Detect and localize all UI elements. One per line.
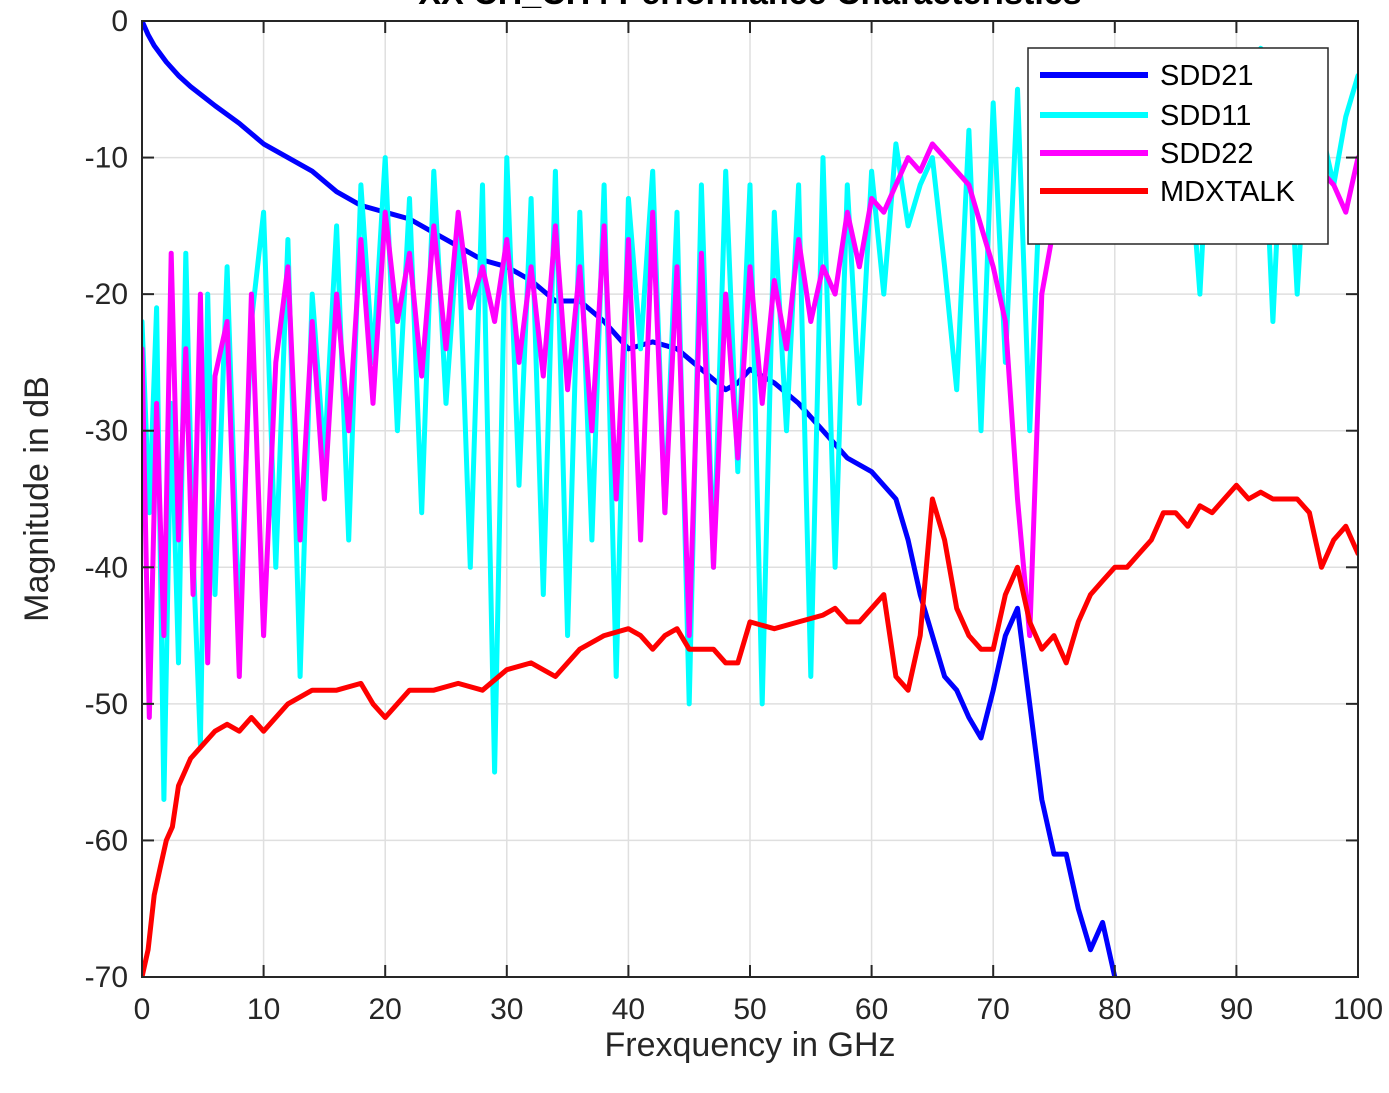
x-tick-labels: 0 10 20 30 40 50 60 70 80 90 100 — [134, 993, 1383, 1026]
legend-label: SDD22 — [1160, 138, 1254, 170]
x-tick-label: 90 — [1220, 993, 1253, 1026]
y-tick-label: -40 — [85, 551, 128, 584]
y-tick-label: -10 — [85, 142, 128, 175]
x-tick-label: 40 — [612, 993, 645, 1026]
x-tick-label: 60 — [855, 993, 888, 1026]
legend-label: MDXTALK — [1160, 176, 1295, 208]
x-tick-label: 80 — [1098, 993, 1131, 1026]
y-tick-label: -70 — [85, 961, 128, 994]
x-tick-label: 100 — [1333, 993, 1383, 1026]
x-tick-label: 30 — [490, 993, 523, 1026]
series-line-sdd21 — [142, 21, 1118, 977]
y-tick-label: -50 — [85, 688, 128, 721]
legend-box — [1027, 47, 1329, 245]
legend: SDD21 SDD11 SDD22 MDXTALK — [1027, 47, 1329, 245]
y-tick-label: -20 — [85, 278, 128, 311]
y-tick-labels: 0 -10 -20 -30 -40 -50 -60 -70 — [85, 5, 128, 994]
x-tick-label: 50 — [733, 993, 766, 1026]
legend-label: SDD11 — [1160, 100, 1251, 132]
x-tick-label: 20 — [369, 993, 402, 1026]
axis-ticks — [141, 20, 1359, 978]
x-tick-label: 0 — [134, 993, 151, 1026]
legend-label: SDD21 — [1160, 60, 1254, 92]
y-axis-label: Magnitude in dB — [18, 376, 56, 622]
y-tick-label: 0 — [111, 5, 128, 38]
x-axis-label: Frexquency in GHz — [605, 1026, 896, 1064]
y-tick-label: -30 — [85, 415, 128, 448]
y-tick-label: -60 — [85, 824, 128, 857]
series-line-mdxtalk — [142, 482, 1358, 977]
x-tick-label: 70 — [977, 993, 1010, 1026]
x-tick-label: 10 — [247, 993, 280, 1026]
chart-title: XX CH_CH4 Performance Characteristics — [418, 0, 1081, 12]
